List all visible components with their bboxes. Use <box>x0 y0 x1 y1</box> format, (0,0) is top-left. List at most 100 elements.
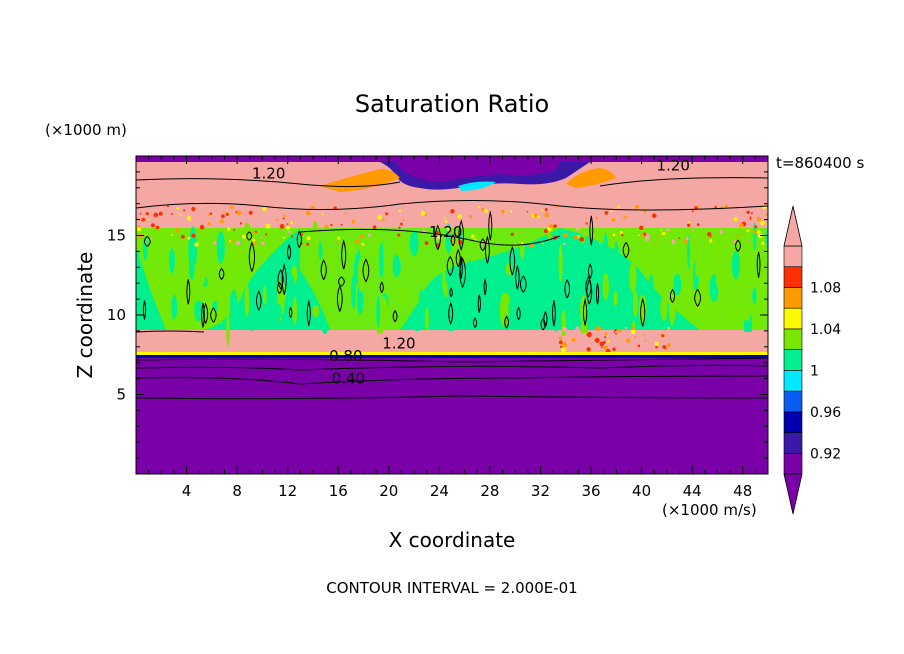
transition-dot <box>444 220 448 223</box>
field-blob <box>687 235 691 269</box>
transition-dot <box>757 230 761 234</box>
field-blob <box>312 220 319 252</box>
field-blob <box>168 248 175 274</box>
transition-dot <box>735 235 738 238</box>
x-tick-label: 36 <box>581 482 600 500</box>
field-blob <box>378 242 384 278</box>
x-tick-label: 4 <box>182 482 192 500</box>
colorbar-segment <box>783 370 803 392</box>
transition-dot <box>252 238 256 242</box>
transition-dot <box>306 242 310 246</box>
x-axis-title: X coordinate <box>389 528 516 552</box>
contour-label: 1.20 <box>252 164 285 182</box>
transition-dot <box>139 212 142 215</box>
contour-squiggle <box>203 302 209 324</box>
field-blob <box>418 288 424 325</box>
transition-dot <box>691 210 694 213</box>
field-blob <box>519 235 525 259</box>
x-tick-label: 8 <box>232 482 242 500</box>
transition-dot <box>514 242 516 245</box>
transition-dot <box>262 206 267 212</box>
transition-dot <box>397 233 401 237</box>
transition-dot <box>687 223 691 227</box>
contour-squiggle <box>735 239 741 252</box>
transition-dot <box>529 243 534 248</box>
transition-dot <box>498 211 503 216</box>
top-edge-orange-2 <box>566 168 616 188</box>
transition-dot <box>600 346 603 349</box>
transition-dot <box>644 219 647 222</box>
transition-dot <box>510 232 514 236</box>
contour-squiggle <box>519 275 527 293</box>
contour-squiggle <box>589 215 594 246</box>
field-blob <box>425 307 429 331</box>
transition-dot <box>417 219 423 224</box>
contour-squiggle <box>479 238 486 252</box>
transition-dot <box>666 228 670 232</box>
transition-dot <box>644 339 647 342</box>
field-blob <box>485 279 490 301</box>
field-blob <box>731 306 737 320</box>
field-blob <box>171 294 178 320</box>
contour-squiggle <box>488 211 493 241</box>
field-blob <box>742 304 751 321</box>
transition-dot <box>707 237 710 239</box>
x-tick-label: 20 <box>379 482 398 500</box>
colorbar-segment <box>783 349 803 371</box>
field-blob <box>614 241 619 271</box>
transition-dot <box>607 339 610 342</box>
contour-line <box>136 395 768 400</box>
transition-dot <box>544 212 550 218</box>
transition-dot <box>635 204 640 209</box>
transition-dot <box>468 215 473 219</box>
transition-dot <box>372 225 377 229</box>
contour-squiggle <box>477 294 481 313</box>
field-blob <box>142 236 148 261</box>
field-blob <box>216 231 225 264</box>
transition-dot <box>355 239 360 244</box>
transition-dot <box>181 234 185 239</box>
transition-dot <box>562 326 567 332</box>
transition-dot <box>221 214 225 219</box>
contour-squiggle <box>586 278 593 305</box>
transition-dot <box>678 237 681 240</box>
transition-dot <box>687 221 690 224</box>
transition-dot <box>619 230 623 235</box>
transition-dot <box>598 242 601 245</box>
transition-dot <box>709 239 713 243</box>
transition-dot <box>457 214 462 219</box>
footer-contour-interval: CONTOUR INTERVAL = 2.000E-01 <box>326 579 577 597</box>
transition-dot <box>337 241 340 244</box>
transition-dot <box>747 239 750 241</box>
field-blob <box>400 284 406 307</box>
transition-dot <box>761 241 765 245</box>
transition-dot <box>571 337 576 342</box>
transition-dot <box>254 214 260 220</box>
field-blob <box>318 241 323 261</box>
transition-dot <box>400 222 403 226</box>
transition-dot <box>141 217 146 222</box>
contour-squiggle <box>595 282 600 305</box>
contour-label: 1.20 <box>382 334 415 352</box>
transition-dot <box>733 217 738 222</box>
transition-dot <box>658 210 664 215</box>
transition-dot <box>611 218 616 222</box>
transition-dot <box>637 344 641 348</box>
top-edge-cyan <box>458 181 496 191</box>
low-dome-2 <box>360 331 478 352</box>
transition-dot <box>424 214 428 217</box>
transition-dot <box>598 336 601 338</box>
transition-dot <box>231 239 235 243</box>
field-blob <box>409 230 419 256</box>
field-blob <box>194 300 203 322</box>
transition-dot <box>265 233 268 236</box>
contour-squiggle <box>622 241 630 259</box>
transition-dot <box>509 210 513 213</box>
transition-dot <box>282 217 285 220</box>
transition-dot <box>626 338 631 343</box>
colorbar-lower-arrow <box>783 473 803 515</box>
field-blob <box>291 275 295 290</box>
contour-squiggle <box>362 258 370 283</box>
transition-dot <box>322 213 324 215</box>
transition-dot <box>612 233 616 237</box>
